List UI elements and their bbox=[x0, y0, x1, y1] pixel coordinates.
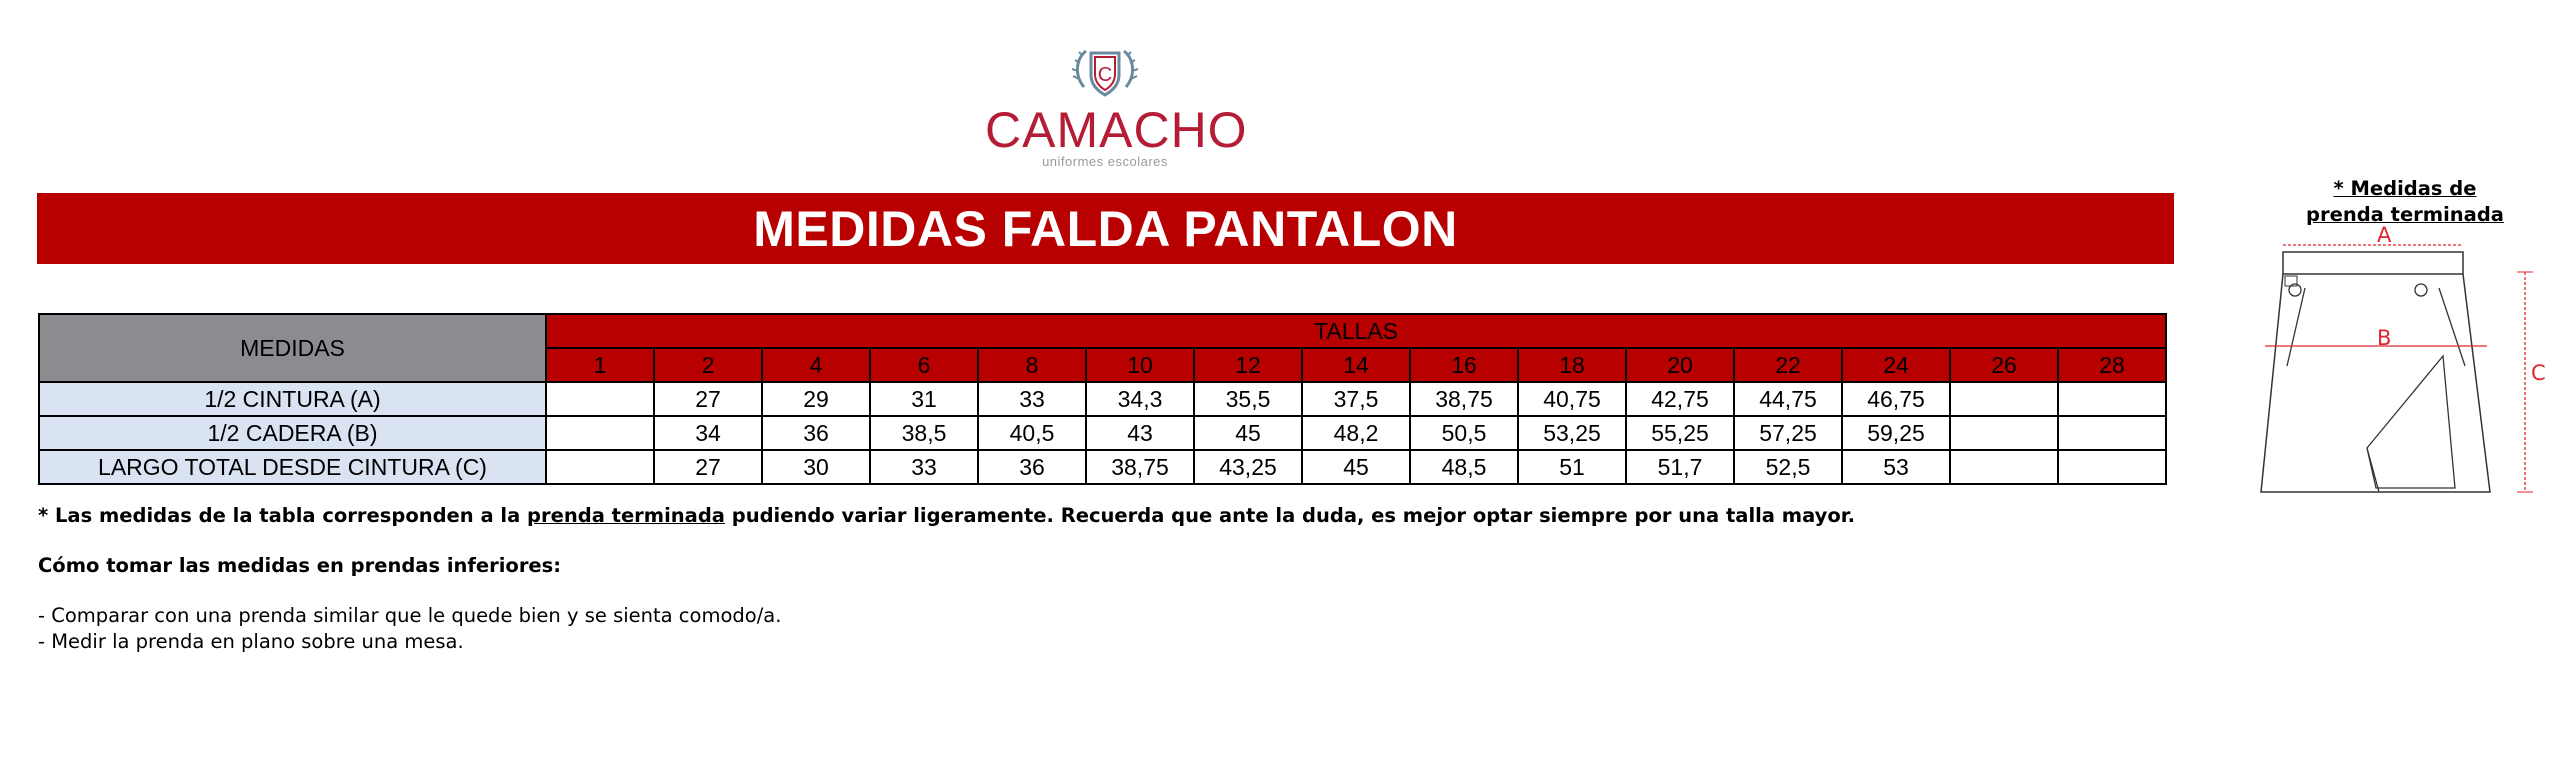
size-header-4: 4 bbox=[761, 347, 871, 383]
table-row: 1/2 CADERA (B) 34 36 38,5 40,5 43 45 48,2 50,5 53… bbox=[38, 415, 2167, 451]
table-cell: 45 bbox=[1301, 449, 1411, 485]
finished-garment-term: prenda terminada bbox=[527, 504, 725, 527]
table-cell: 30 bbox=[761, 449, 871, 485]
table-cell: 52,5 bbox=[1733, 449, 1843, 485]
table-cell: 43,25 bbox=[1193, 449, 1303, 485]
size-header-6: 6 bbox=[869, 347, 979, 383]
table-cell bbox=[545, 415, 655, 451]
size-header-2: 2 bbox=[653, 347, 763, 383]
table-cell: 34,3 bbox=[1085, 381, 1195, 417]
table-cell: 53 bbox=[1841, 449, 1951, 485]
table-cell: 59,25 bbox=[1841, 415, 1951, 451]
table-cell bbox=[2057, 449, 2167, 485]
table-cell: 43 bbox=[1085, 415, 1195, 451]
brand-tagline: uniformes escolares bbox=[1042, 154, 1168, 169]
table-cell: 50,5 bbox=[1409, 415, 1519, 451]
table-cell: 51,7 bbox=[1625, 449, 1735, 485]
instruction-compare: - Comparar con una prenda similar que le… bbox=[38, 604, 782, 627]
table-cell: 45 bbox=[1193, 415, 1303, 451]
table-cell: 48,2 bbox=[1301, 415, 1411, 451]
table-cell: 33 bbox=[977, 381, 1087, 417]
table-cell: 53,25 bbox=[1517, 415, 1627, 451]
size-header-1: 1 bbox=[545, 347, 655, 383]
instruction-flat: - Medir la prenda en plano sobre una mes… bbox=[38, 630, 464, 653]
table-cell: 44,75 bbox=[1733, 381, 1843, 417]
skort-diagram-icon bbox=[2260, 244, 2533, 493]
title-banner: MEDIDAS FALDA PANTALON bbox=[37, 193, 2174, 264]
brand-logo: C CAMACHO uniformes escolares bbox=[985, 45, 1248, 173]
table-cell: 27 bbox=[653, 449, 763, 485]
row-label: 1/2 CADERA (B) bbox=[38, 415, 547, 451]
label-a: A bbox=[2377, 223, 2392, 247]
table-cell: 35,5 bbox=[1193, 381, 1303, 417]
table-cell: 34 bbox=[653, 415, 763, 451]
disclaimer-note: * Las medidas de la tabla corresponden a… bbox=[38, 504, 1855, 527]
size-header-26: 26 bbox=[1949, 347, 2059, 383]
table-cell: 27 bbox=[653, 381, 763, 417]
table-cell: 36 bbox=[977, 449, 1087, 485]
table-cell bbox=[545, 449, 655, 485]
table-cell: 38,75 bbox=[1085, 449, 1195, 485]
tallas-header: TALLAS bbox=[545, 313, 2167, 349]
table-cell bbox=[2057, 381, 2167, 417]
label-b: B bbox=[2377, 326, 2392, 350]
page-title: MEDIDAS FALDA PANTALON bbox=[753, 200, 1458, 257]
size-header-20: 20 bbox=[1625, 347, 1735, 383]
size-header-8: 8 bbox=[977, 347, 1087, 383]
table-cell bbox=[1949, 449, 2059, 485]
figure-title: * Medidas de prenda terminada bbox=[2306, 177, 2504, 226]
table-row: 1/2 CINTURA (A) 27 29 31 33 34,3 35,5 37,5 38,75… bbox=[38, 381, 2167, 417]
brand-name: CAMACHO bbox=[985, 102, 1248, 158]
size-header-10: 10 bbox=[1085, 347, 1195, 383]
table-cell: 36 bbox=[761, 415, 871, 451]
size-header-18: 18 bbox=[1517, 347, 1627, 383]
table-cell: 31 bbox=[869, 381, 979, 417]
table-cell bbox=[1949, 415, 2059, 451]
table-cell: 55,25 bbox=[1625, 415, 1735, 451]
sizes-row: 1 2 4 6 8 10 12 14 16 18 20 22 24 26 28 bbox=[39, 347, 2167, 383]
crest-icon: C bbox=[1071, 49, 1139, 97]
table-cell: 40,5 bbox=[977, 415, 1087, 451]
row-label: 1/2 CINTURA (A) bbox=[38, 381, 547, 417]
table-cell bbox=[545, 381, 655, 417]
table-cell: 38,5 bbox=[869, 415, 979, 451]
medidas-header: MEDIDAS bbox=[38, 313, 547, 383]
table-cell: 33 bbox=[869, 449, 979, 485]
table-cell: 42,75 bbox=[1625, 381, 1735, 417]
table-cell: 51 bbox=[1517, 449, 1627, 485]
row-label: LARGO TOTAL DESDE CINTURA (C) bbox=[38, 449, 547, 485]
table-cell: 40,75 bbox=[1517, 381, 1627, 417]
header-row: MEDIDAS TALLAS bbox=[38, 313, 2167, 383]
label-c: C bbox=[2531, 361, 2546, 385]
table-cell: 57,25 bbox=[1733, 415, 1843, 451]
table-cell bbox=[2057, 415, 2167, 451]
size-header-14: 14 bbox=[1301, 347, 1411, 383]
table-cell: 29 bbox=[761, 381, 871, 417]
table-cell: 48,5 bbox=[1409, 449, 1519, 485]
table-row: LARGO TOTAL DESDE CINTURA (C) 27 30 33 36 38,… bbox=[38, 449, 2167, 485]
table-cell bbox=[1949, 381, 2059, 417]
table-cell: 46,75 bbox=[1841, 381, 1951, 417]
table-cell: 37,5 bbox=[1301, 381, 1411, 417]
size-table: MEDIDAS TALLAS 1 2 4 6 8 10 12 14 16 18 20 22 24 26 28… bbox=[38, 313, 2167, 485]
how-to-measure-heading: Cómo tomar las medidas en prendas inferi… bbox=[38, 554, 562, 577]
size-header-16: 16 bbox=[1409, 347, 1519, 383]
size-header-24: 24 bbox=[1841, 347, 1951, 383]
table-cell: 38,75 bbox=[1409, 381, 1519, 417]
measurement-figure: * Medidas de prenda terminada A B C bbox=[2255, 176, 2555, 506]
svg-text:C: C bbox=[1098, 64, 1112, 86]
size-header-22: 22 bbox=[1733, 347, 1843, 383]
size-header-12: 12 bbox=[1193, 347, 1303, 383]
size-header-28: 28 bbox=[2057, 347, 2167, 383]
